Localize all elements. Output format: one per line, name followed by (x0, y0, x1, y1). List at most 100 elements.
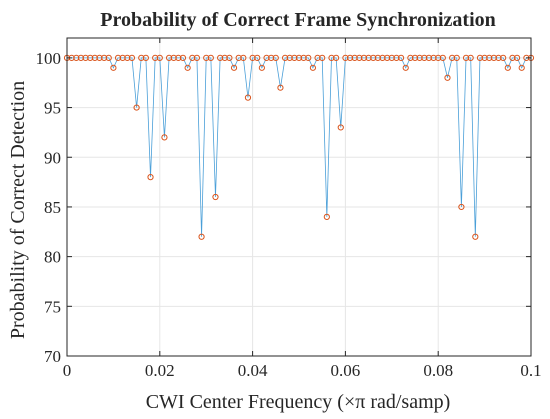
data-point (114, 54, 122, 61)
x-axis-label: CWI Center Frequency (×π rad/samp) (146, 391, 451, 413)
data-point (397, 54, 405, 61)
data-point (337, 124, 344, 131)
data-point (402, 64, 409, 71)
data-point (73, 54, 80, 61)
data-point (416, 54, 423, 61)
data-point (509, 54, 516, 61)
data-point (165, 54, 173, 61)
data-point (333, 54, 340, 61)
data-point (77, 54, 85, 61)
data-point (249, 54, 256, 61)
data-point (388, 54, 395, 61)
data-point (370, 54, 377, 61)
data-point (91, 54, 98, 61)
data-point (226, 54, 233, 61)
data-point (230, 64, 238, 71)
data-point (235, 54, 242, 61)
data-point (142, 54, 149, 61)
x-tick-label: 0.04 (238, 361, 268, 380)
x-tick-label: 0.08 (423, 361, 453, 380)
y-tick-label: 90 (44, 148, 61, 167)
x-tick-label: 0.06 (331, 361, 361, 380)
data-point (105, 54, 112, 61)
data-point (323, 213, 330, 220)
data-point (411, 54, 419, 61)
data-point (147, 174, 154, 181)
tick-labels: 0 0.02 0.04 0.06 0.08 0.1 70 75 80 85 90 95 100 (36, 49, 542, 380)
data-point (207, 54, 214, 61)
data-point (221, 54, 228, 61)
data-point (384, 54, 391, 61)
data-point (217, 54, 224, 61)
data-point (314, 54, 321, 61)
data-point (425, 54, 433, 61)
data-point (513, 54, 521, 61)
data-point (444, 74, 451, 81)
y-tick-label: 95 (44, 99, 61, 118)
data-point (518, 64, 525, 71)
data-point (346, 54, 354, 61)
data-point (328, 54, 335, 61)
data-point (407, 54, 414, 61)
x-tick-label: 0.1 (520, 361, 541, 380)
data-point (430, 54, 437, 61)
data-point (421, 54, 428, 61)
data-point (175, 54, 182, 61)
data-point (161, 134, 168, 141)
data-point (453, 54, 460, 61)
data-point (170, 54, 177, 61)
data-point (189, 54, 196, 61)
data-point (203, 54, 210, 61)
x-tick-label: 0 (63, 361, 72, 380)
data-point (110, 64, 117, 71)
data-point (319, 54, 326, 61)
data-point (119, 54, 126, 61)
chart-title: Probability of Correct Frame Synchroniza… (100, 9, 496, 31)
data-point (152, 54, 159, 61)
data-point (481, 54, 488, 61)
data-series (63, 54, 535, 240)
data-point (295, 54, 303, 61)
data-point (268, 54, 275, 61)
data-point (156, 54, 163, 61)
data-point (393, 54, 400, 61)
data-point (133, 104, 140, 111)
data-point (490, 54, 497, 61)
data-point (258, 64, 265, 71)
data-point (138, 54, 145, 61)
data-point (281, 54, 289, 61)
data-point (374, 54, 381, 61)
y-tick-label: 80 (44, 248, 61, 267)
data-point (277, 84, 284, 91)
data-point (244, 94, 252, 101)
data-point (356, 54, 363, 61)
data-point (449, 54, 456, 61)
data-point (365, 54, 372, 61)
data-point (458, 203, 465, 211)
y-tick-label: 85 (44, 198, 61, 217)
plot-area: 0 0.02 0.04 0.06 0.08 0.1 70 75 80 85 90 95 100 (36, 37, 542, 380)
data-point (87, 54, 94, 61)
data-point (486, 54, 493, 61)
data-point (472, 233, 479, 240)
data-point (495, 54, 502, 61)
data-point (101, 54, 108, 61)
data-point (193, 54, 201, 61)
data-point (291, 54, 298, 61)
plot-background (67, 38, 531, 356)
data-point (435, 54, 442, 61)
data-point (263, 54, 270, 61)
data-point (198, 233, 205, 240)
data-point (379, 54, 386, 61)
axes-box (66, 37, 532, 357)
y-axis-label: Probability of Correct Detection (7, 81, 29, 339)
data-point (254, 54, 261, 61)
data-point (240, 54, 247, 61)
data-point (179, 54, 187, 61)
data-point (300, 54, 307, 61)
data-point (286, 54, 293, 61)
data-point (305, 54, 312, 61)
data-point (500, 54, 507, 61)
data-point (309, 64, 317, 71)
